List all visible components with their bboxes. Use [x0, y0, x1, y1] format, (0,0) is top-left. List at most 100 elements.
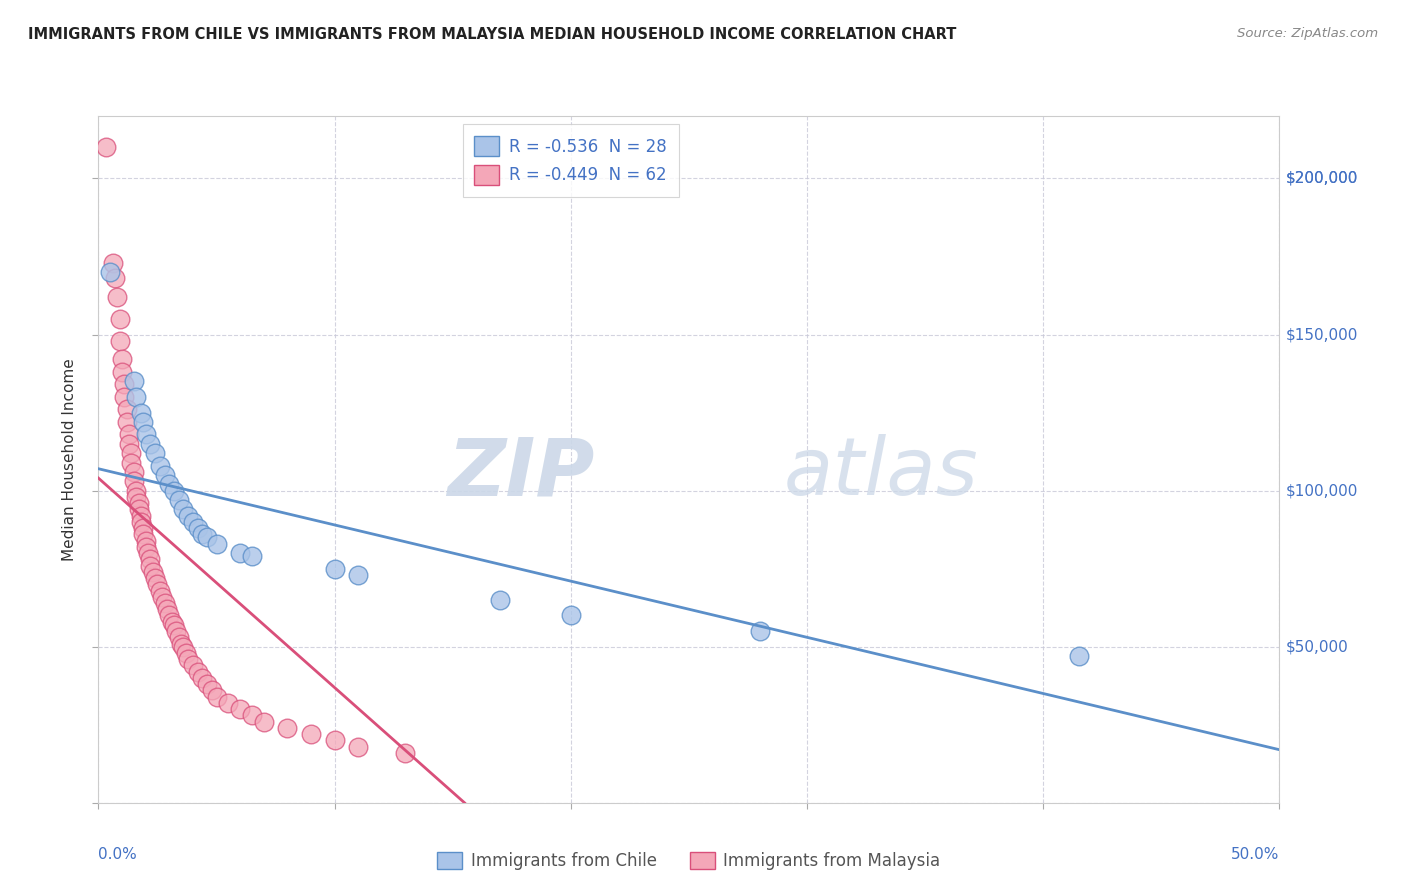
Text: $100,000: $100,000 [1285, 483, 1358, 498]
Point [115, 415, 138, 429]
Text: 50.0%: 50.0% [1232, 847, 1279, 863]
Point [187, 665, 209, 679]
Text: $200,000: $200,000 [1285, 171, 1358, 186]
Point [167, 630, 190, 644]
Point [489, 592, 512, 607]
Point [121, 446, 143, 460]
Point [101, 255, 124, 269]
Point [160, 615, 183, 629]
Point [112, 390, 135, 404]
Point [240, 708, 263, 723]
Point [143, 571, 166, 585]
Point [132, 521, 155, 535]
Point [115, 402, 138, 417]
Point [104, 271, 127, 285]
Point [347, 568, 370, 582]
Point [122, 475, 145, 489]
Point [122, 375, 145, 389]
Point [229, 702, 252, 716]
Point [1067, 649, 1090, 664]
Point [163, 483, 186, 498]
Point [191, 527, 214, 541]
Point [125, 483, 148, 498]
Point [323, 733, 346, 747]
Point [128, 496, 150, 510]
Point [172, 502, 194, 516]
Point [135, 533, 157, 548]
Point [191, 671, 214, 685]
Point [205, 690, 228, 704]
Text: atlas: atlas [783, 434, 979, 512]
Point [118, 427, 141, 442]
Point [128, 502, 150, 516]
Point [129, 405, 152, 420]
Point [125, 390, 148, 404]
Point [299, 727, 322, 741]
Point [187, 521, 209, 535]
Point [112, 377, 135, 392]
Point [394, 746, 416, 760]
Point [177, 508, 200, 523]
Point [195, 677, 218, 691]
Point [181, 515, 204, 529]
Point [149, 583, 172, 598]
Point [217, 696, 239, 710]
Point [136, 546, 159, 560]
Point [157, 608, 180, 623]
Point [347, 739, 370, 754]
Point [129, 508, 152, 523]
Point [201, 683, 224, 698]
Point [167, 492, 190, 507]
Point [748, 624, 770, 639]
Text: ZIP: ZIP [447, 434, 595, 512]
Point [560, 608, 582, 623]
Text: 0.0%: 0.0% [98, 847, 138, 863]
Legend: Immigrants from Chile, Immigrants from Malaysia: Immigrants from Chile, Immigrants from M… [430, 846, 948, 877]
Point [163, 617, 186, 632]
Point [135, 427, 157, 442]
Point [105, 290, 128, 304]
Point [195, 530, 218, 544]
Point [172, 640, 194, 654]
Point [121, 455, 143, 469]
Point [139, 552, 162, 566]
Point [157, 477, 180, 491]
Point [150, 590, 173, 604]
Y-axis label: Median Household Income: Median Household Income [62, 358, 77, 561]
Point [132, 415, 155, 429]
Point [94, 140, 117, 154]
Text: $50,000: $50,000 [1285, 640, 1348, 654]
Point [156, 602, 179, 616]
Point [132, 527, 155, 541]
Point [170, 637, 193, 651]
Point [174, 646, 197, 660]
Point [181, 658, 204, 673]
Point [229, 546, 252, 560]
Point [146, 577, 169, 591]
Point [108, 312, 131, 326]
Point [139, 437, 162, 451]
Point [143, 446, 166, 460]
Point [205, 537, 228, 551]
Point [323, 562, 346, 576]
Text: $150,000: $150,000 [1285, 327, 1358, 342]
Point [253, 714, 276, 729]
Text: Source: ZipAtlas.com: Source: ZipAtlas.com [1237, 27, 1378, 40]
Point [142, 565, 165, 579]
Point [153, 467, 176, 482]
Point [108, 334, 131, 348]
Point [139, 558, 162, 573]
Text: IMMIGRANTS FROM CHILE VS IMMIGRANTS FROM MALAYSIA MEDIAN HOUSEHOLD INCOME CORREL: IMMIGRANTS FROM CHILE VS IMMIGRANTS FROM… [28, 27, 956, 42]
Point [129, 515, 152, 529]
Point [111, 365, 134, 379]
Point [98, 265, 121, 279]
Point [177, 652, 200, 666]
Point [135, 540, 157, 554]
Point [153, 596, 176, 610]
Point [118, 437, 141, 451]
Point [149, 458, 172, 473]
Point [240, 549, 263, 564]
Text: $200,000: $200,000 [1285, 171, 1358, 186]
Point [111, 352, 134, 367]
Point [165, 624, 187, 639]
